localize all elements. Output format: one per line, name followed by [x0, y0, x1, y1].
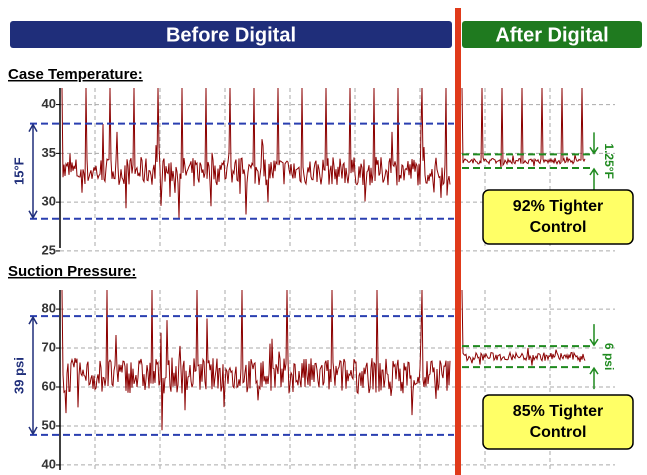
- callout-text: 85% Tighter: [513, 403, 603, 420]
- arrow-head: [28, 315, 38, 436]
- after-header: [462, 21, 642, 48]
- before-title: Before Digital: [166, 24, 296, 46]
- y-tick-label: 35: [42, 145, 56, 160]
- signal-trace: [61, 87, 451, 219]
- y-tick-label: 70: [42, 339, 56, 354]
- after-title: After Digital: [495, 24, 608, 46]
- after-band-label: 6 psi: [602, 343, 616, 370]
- y-tick-label: 60: [42, 378, 56, 393]
- y-tick-label: 50: [42, 417, 56, 432]
- arrow-head: [28, 123, 38, 220]
- y-tick-label: 30: [42, 194, 56, 209]
- before-header: [10, 21, 452, 48]
- y-tick-label: 25: [42, 242, 56, 257]
- signal-trace: [61, 289, 451, 431]
- after-arrow: [589, 132, 599, 190]
- y-tick-label: 40: [42, 456, 56, 471]
- panel-title: Case Temperature:: [8, 66, 143, 83]
- signal-trace: [461, 87, 586, 168]
- callout-text: 92% Tighter: [513, 198, 603, 215]
- panel-title: Suction Pressure:: [8, 263, 136, 280]
- y-tick-label: 40: [42, 96, 56, 111]
- after-arrow: [589, 324, 599, 390]
- callout-text: Control: [530, 424, 587, 441]
- after-band-label: 1.25°F: [602, 143, 616, 178]
- band-label: 39 psi: [11, 357, 26, 394]
- signal-trace: [461, 289, 586, 366]
- y-tick-label: 80: [42, 301, 56, 316]
- callout-text: Control: [530, 219, 587, 236]
- band-label: 15°F: [11, 157, 26, 185]
- callout-box: [482, 189, 634, 245]
- callout-box: [482, 394, 634, 450]
